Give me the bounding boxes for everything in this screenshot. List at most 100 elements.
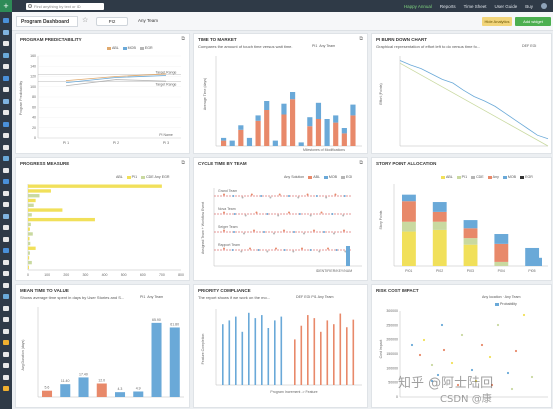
sidebar-nav-icon[interactable] xyxy=(3,202,9,207)
sidebar-nav-icon[interactable] xyxy=(3,386,9,391)
program-predictability-widget: PROGRAM PREDICTABILITY ⧉ ABL MOB EGR 0 20… xyxy=(15,33,190,154)
bar-value-label: 17.40 xyxy=(79,372,88,376)
sidebar-nav-icon[interactable] xyxy=(3,110,9,115)
user-guide-link[interactable]: User Guide xyxy=(494,3,518,9)
reports-link[interactable]: Reports xyxy=(439,3,456,9)
sidebar-nav-icon[interactable] xyxy=(3,52,9,58)
cycle-time-point xyxy=(297,196,300,199)
sidebar-nav-icon[interactable] xyxy=(3,64,9,69)
sidebar-nav-icon[interactable] xyxy=(3,121,9,127)
timesheet-link[interactable]: Time Sheet xyxy=(463,3,487,9)
y-axis-label: Program Predictability xyxy=(19,81,23,115)
sidebar-nav-icon[interactable] xyxy=(3,156,9,161)
sidebar-nav-icon[interactable] xyxy=(3,18,9,23)
risk-point xyxy=(490,383,494,387)
risk-point xyxy=(422,338,426,342)
watermark-zhihu: 知乎 @阿士陆回 xyxy=(398,376,494,391)
search-input[interactable]: Find anything by text or ID xyxy=(26,2,104,10)
sidebar-nav-icon[interactable] xyxy=(3,213,9,219)
widget-title: PROGRAM PREDICTABILITY xyxy=(20,37,82,42)
sidebar-nav-icon[interactable] xyxy=(3,225,9,230)
bar-touch xyxy=(238,129,244,146)
sidebar-nav-icon[interactable] xyxy=(3,248,9,253)
sidebar-nav-icon[interactable] xyxy=(3,236,9,242)
sidebar-nav-icon[interactable] xyxy=(3,340,9,345)
sidebar-nav-icon[interactable] xyxy=(3,29,9,35)
sidebar-nav-icon[interactable] xyxy=(3,282,9,288)
user-avatar[interactable] xyxy=(541,3,547,9)
sidebar-nav-icon[interactable] xyxy=(3,374,9,380)
cycle-time-point xyxy=(283,249,286,251)
sidebar-nav-icon[interactable] xyxy=(3,305,9,311)
progress-bar xyxy=(28,265,29,270)
sidebar-nav-icon[interactable] xyxy=(3,294,9,299)
hide-analytics-button[interactable]: Hide Analytics xyxy=(482,17,512,26)
add-widget-button[interactable]: Add widget xyxy=(515,17,551,26)
sidebar-nav-icon[interactable] xyxy=(3,328,9,334)
y-tick-label: 200000 xyxy=(386,338,398,342)
cycle-time-point xyxy=(277,214,280,217)
team-label: Grand Team xyxy=(218,189,237,193)
watermark-csdn: CSDN @康 xyxy=(440,394,492,405)
expand-icon[interactable]: ⧉ xyxy=(359,36,363,42)
bar-wait xyxy=(324,119,330,146)
compliance-bar xyxy=(228,320,231,385)
y-tick-label: 120 xyxy=(30,75,36,79)
sidebar-nav-icon[interactable] xyxy=(3,98,9,104)
expand-icon[interactable]: ⧉ xyxy=(181,160,185,166)
sidebar-nav-icon[interactable] xyxy=(3,133,9,138)
program-predictability-chart: 0 20 40 60 80 100 120 140 160 Target Range Target … xyxy=(19,54,181,145)
bar-wait xyxy=(246,137,253,146)
progress-bar xyxy=(28,217,95,222)
risk-point xyxy=(430,379,434,383)
expand-icon[interactable]: ⧉ xyxy=(359,160,363,166)
sidebar-nav-icon[interactable] xyxy=(3,351,9,357)
risk-point xyxy=(522,313,526,317)
widget-title: PROGRESS MEASURE xyxy=(20,161,70,166)
mean-time-bar xyxy=(169,327,180,397)
sidebar-nav-icon[interactable] xyxy=(3,271,9,276)
cycle-time-point xyxy=(283,229,285,232)
sidebar-nav-icon[interactable] xyxy=(3,259,9,265)
progress-bar xyxy=(28,222,31,227)
risk-point xyxy=(418,353,422,357)
x-tick-label: PI03 xyxy=(467,269,474,273)
bar-wait xyxy=(350,104,356,116)
app-logo-plus-icon[interactable]: + xyxy=(0,0,12,12)
compliance-bar xyxy=(254,318,257,385)
cycle-time-point xyxy=(309,214,312,217)
risk-point xyxy=(480,343,484,347)
cycle-time-point xyxy=(223,247,225,250)
cycle-time-point xyxy=(313,229,315,232)
risk-point xyxy=(496,323,500,327)
progress-measure-widget: PROGRESS MEASURE ⧉ ABL PI1 CDE Any EGR 0… xyxy=(15,157,190,281)
expand-icon[interactable]: ⧉ xyxy=(181,36,185,42)
sidebar-nav-icon[interactable] xyxy=(3,179,9,184)
sidebar-nav-icon[interactable] xyxy=(3,87,9,92)
sidebar-nav-icon[interactable] xyxy=(3,167,9,173)
buy-link[interactable]: Buy xyxy=(525,3,533,9)
team-filter[interactable]: Any Team xyxy=(138,18,158,23)
sidebar-nav-icon[interactable] xyxy=(3,363,9,368)
dashboard-title-tab[interactable]: Program Dashboard xyxy=(16,16,78,27)
bar-touch xyxy=(333,122,339,146)
widget-title: STORY POINT ALLOCATION xyxy=(376,161,437,166)
happy-annual-link[interactable]: Happy Annual xyxy=(403,3,432,9)
cycle-time-point xyxy=(275,247,277,250)
chart-legend: PI1 Any Team xyxy=(140,295,164,299)
sidebar-nav-icon[interactable] xyxy=(3,41,9,46)
cycle-time-point xyxy=(266,250,269,253)
cycle-time-point xyxy=(293,231,295,233)
cycle-time-point xyxy=(266,213,269,215)
sidebar-nav-icon[interactable] xyxy=(3,75,9,81)
mean-time-bar xyxy=(42,390,53,397)
sidebar-nav-icon[interactable] xyxy=(3,190,9,196)
sidebar-nav-icon[interactable] xyxy=(3,144,9,150)
risk-point xyxy=(514,349,518,353)
favorite-star-icon[interactable]: ☆ xyxy=(82,17,89,24)
sidebar-nav-icon[interactable] xyxy=(3,317,9,322)
pi-filter[interactable]: PI2 xyxy=(96,17,128,26)
bar-wait xyxy=(221,137,227,141)
progress-bar xyxy=(28,189,51,193)
cycle-time-point xyxy=(333,232,335,235)
